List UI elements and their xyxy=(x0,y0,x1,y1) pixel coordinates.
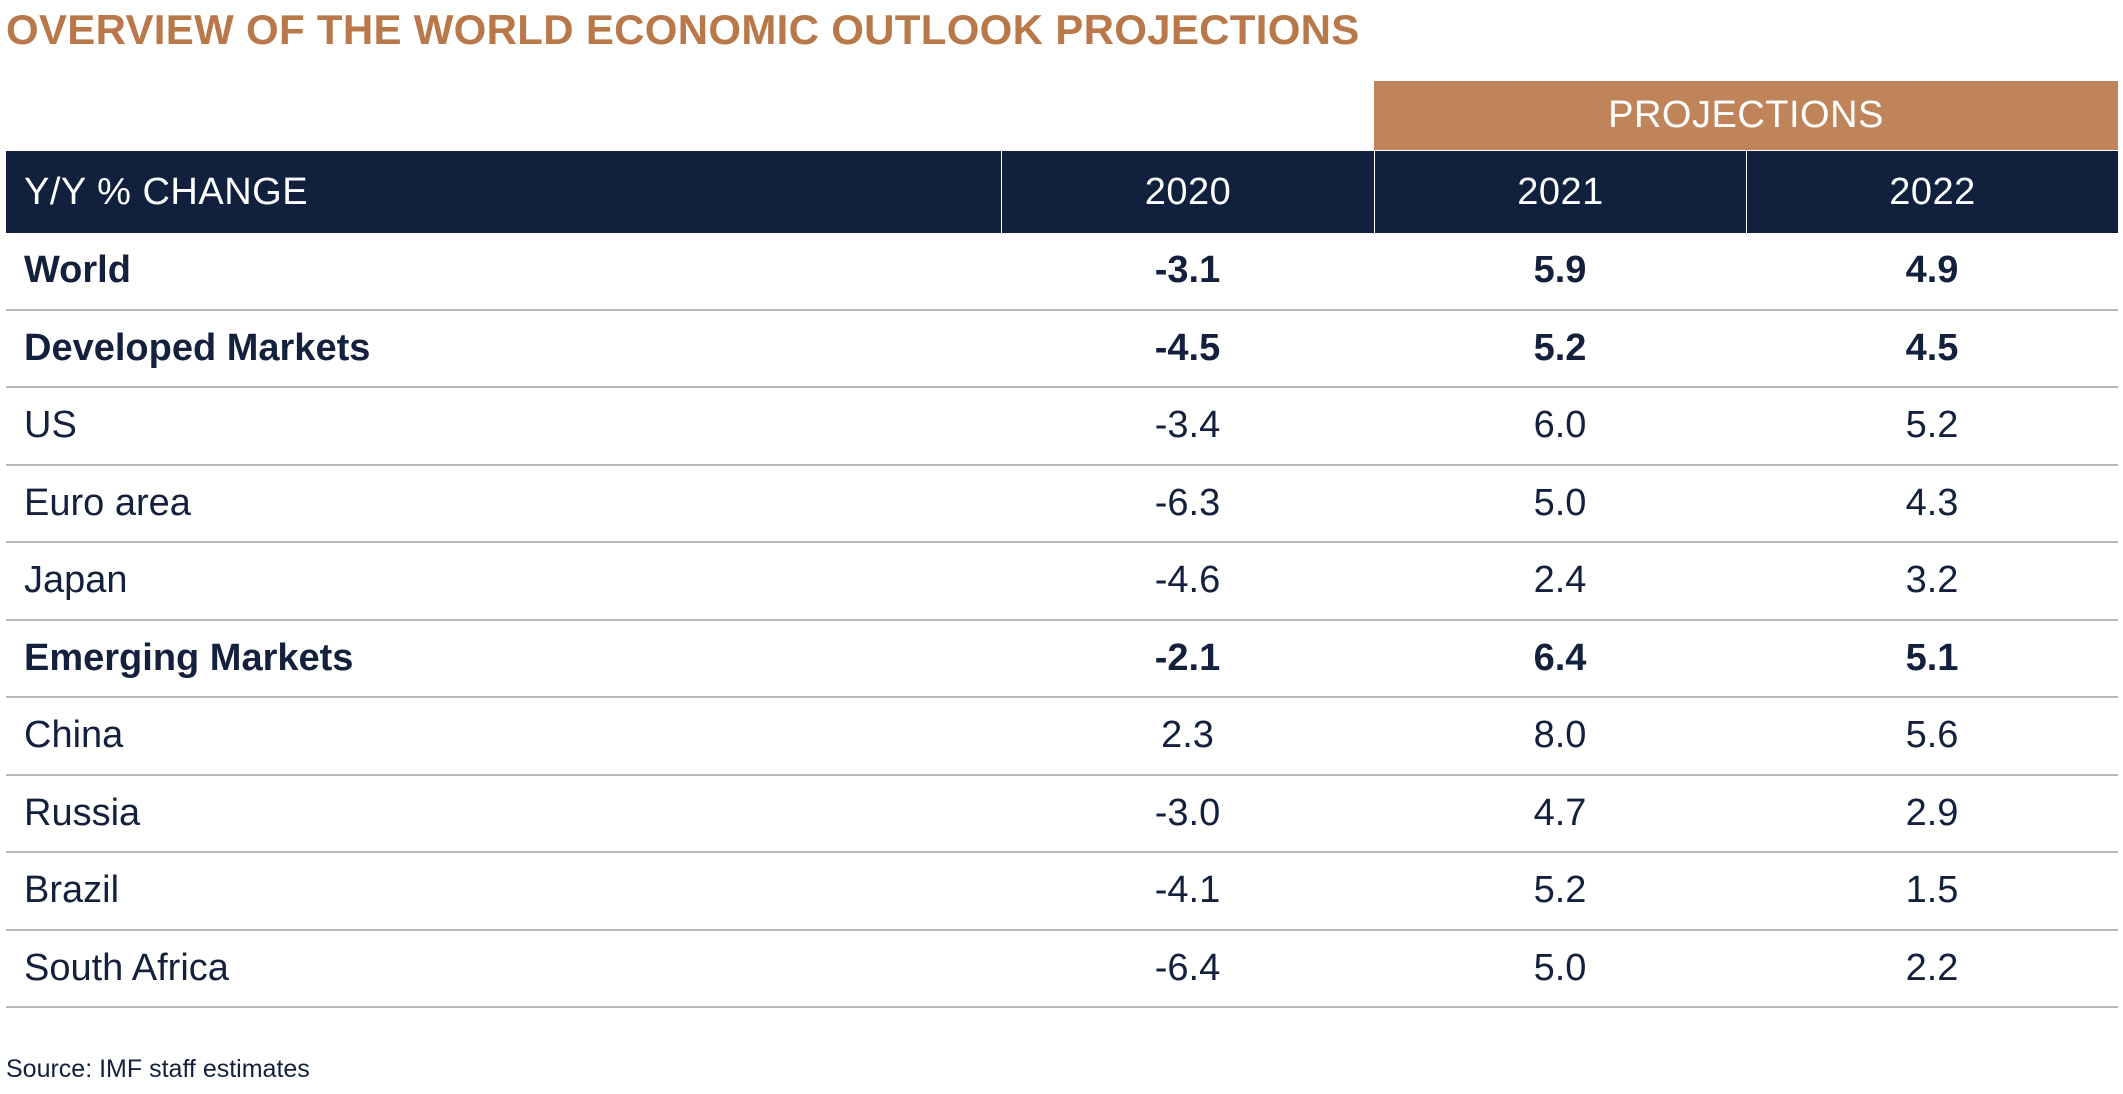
table-row: Developed Markets -4.5 5.2 4.5 xyxy=(6,311,2118,388)
value-cell-2020: -6.3 xyxy=(1154,481,1221,524)
value-cell-2021: 2.4 xyxy=(1533,559,1587,602)
data-table: Y/Y % CHANGE 2020 2021 2022 World -3.1 5.9… xyxy=(6,151,2118,1008)
value-cell-2021: 5.0 xyxy=(1533,481,1587,524)
value-cell-2022: 2.2 xyxy=(1905,946,1959,989)
value-cell-2021: 5.2 xyxy=(1533,869,1587,912)
value-cell-2022: 4.9 xyxy=(1905,249,1959,292)
column-header-label: Y/Y % CHANGE xyxy=(24,170,309,213)
value-cell-2022: 1.5 xyxy=(1905,869,1959,912)
value-cell-2022: 5.1 xyxy=(1905,636,1959,679)
table-body: World -3.1 5.9 4.9 Developed Markets -4.5 5.2 4… xyxy=(6,233,2118,1008)
row-label: China xyxy=(24,714,124,757)
value-cell-2021: 5.9 xyxy=(1533,249,1587,292)
value-cell-2020: -3.4 xyxy=(1154,404,1221,447)
page-title: OVERVIEW OF THE WORLD ECONOMIC OUTLOOK P… xyxy=(6,6,1360,53)
row-label: Euro area xyxy=(24,481,191,524)
value-cell-2020: -4.5 xyxy=(1154,326,1221,369)
table-row: Emerging Markets -2.1 6.4 5.1 xyxy=(6,621,2118,698)
value-cell-2020: -3.1 xyxy=(1154,249,1221,292)
value-cell-2020: -4.6 xyxy=(1154,559,1221,602)
value-cell-2021: 6.0 xyxy=(1533,404,1587,447)
table-row: US -3.4 6.0 5.2 xyxy=(6,388,2118,466)
table-row: South Africa -6.4 5.0 2.2 xyxy=(6,931,2118,1008)
value-cell-2021: 4.7 xyxy=(1533,791,1587,834)
table-row: Brazil -4.1 5.2 1.5 xyxy=(6,853,2118,931)
row-label: Brazil xyxy=(24,869,120,912)
column-header-2021: 2021 xyxy=(1374,151,1746,233)
value-cell-2020: -6.4 xyxy=(1154,946,1221,989)
value-cell-2022: 5.6 xyxy=(1905,714,1959,757)
value-cell-2020: -2.1 xyxy=(1154,636,1221,679)
source-note: Source: IMF staff estimates xyxy=(6,1055,310,1083)
table-row: Japan -4.6 2.4 3.2 xyxy=(6,543,2118,621)
value-cell-2020: 2.3 xyxy=(1161,714,1214,757)
projections-header: PROJECTIONS xyxy=(1374,81,2118,150)
row-label: US xyxy=(24,404,77,447)
value-cell-2022: 4.5 xyxy=(1905,326,1959,369)
value-cell-2020: -4.1 xyxy=(1154,869,1221,912)
value-cell-2021: 5.2 xyxy=(1533,326,1587,369)
value-cell-2021: 8.0 xyxy=(1533,714,1587,757)
table-row: World -3.1 5.9 4.9 xyxy=(6,233,2118,311)
table-row: Euro area -6.3 5.0 4.3 xyxy=(6,466,2118,543)
row-label: Russia xyxy=(24,791,141,834)
value-cell-2022: 4.3 xyxy=(1905,481,1959,524)
value-cell-2022: 2.9 xyxy=(1905,791,1959,834)
column-header-2020: 2020 xyxy=(1001,151,1374,233)
value-cell-2022: 5.2 xyxy=(1905,404,1959,447)
value-cell-2021: 6.4 xyxy=(1533,636,1587,679)
row-label: World xyxy=(24,249,131,292)
table-header-row: Y/Y % CHANGE 2020 2021 2022 xyxy=(6,151,2118,233)
row-label: Japan xyxy=(24,559,128,602)
row-label: Developed Markets xyxy=(24,326,371,369)
column-header-2022: 2022 xyxy=(1746,151,2118,233)
value-cell-2022: 3.2 xyxy=(1905,559,1959,602)
row-label: South Africa xyxy=(24,946,229,989)
table-row: China 2.3 8.0 5.6 xyxy=(6,698,2118,776)
row-label: Emerging Markets xyxy=(24,636,354,679)
table-row: Russia -3.0 4.7 2.9 xyxy=(6,776,2118,853)
value-cell-2021: 5.0 xyxy=(1533,946,1587,989)
value-cell-2020: -3.0 xyxy=(1154,791,1221,834)
